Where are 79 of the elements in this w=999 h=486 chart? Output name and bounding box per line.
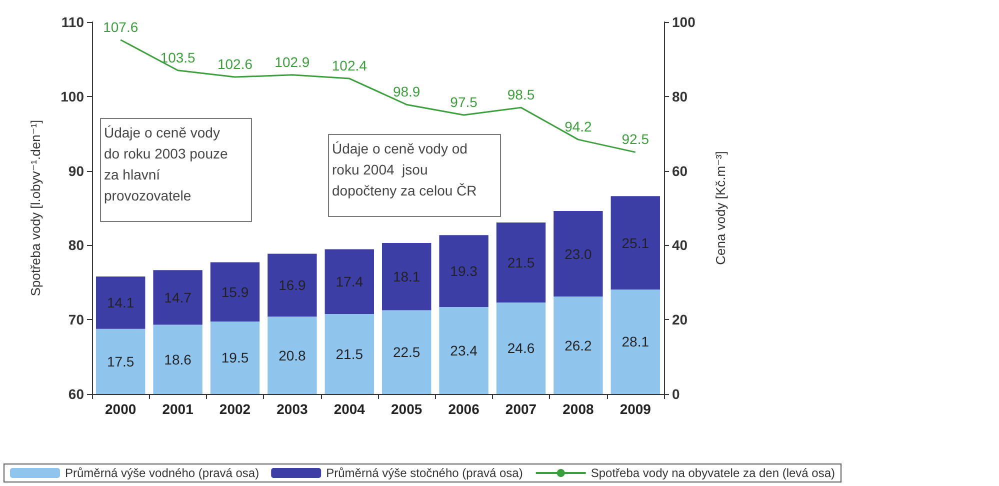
data-label: 23.0 — [564, 246, 592, 262]
data-label: 16.9 — [278, 277, 306, 294]
data-label: 98.5 — [507, 86, 535, 103]
annotation: Údaje o ceně vody od roku 2004 jsou dopočteny za celou ČR — [332, 140, 477, 198]
bar — [610, 289, 660, 394]
data-label: 103.5 — [160, 49, 196, 66]
x-tick-label: 2005 — [391, 401, 422, 417]
x-tick-label: 2006 — [448, 401, 480, 417]
data-label: 22.5 — [392, 344, 420, 360]
bar — [496, 302, 546, 394]
y-tick-label: 100 — [60, 88, 84, 104]
y-tick-label: 60 — [68, 386, 84, 402]
x-tick-label: 2007 — [505, 401, 537, 417]
bar — [496, 222, 546, 302]
x-tick-label: 2008 — [562, 401, 594, 417]
data-label: 20.8 — [278, 347, 306, 364]
data-label: 94.2 — [564, 118, 592, 135]
data-label: 24.6 — [507, 340, 535, 356]
y2-tick-label: 100 — [672, 14, 696, 30]
data-label: 102.6 — [217, 56, 253, 72]
x-tick-label: 2009 — [620, 401, 652, 417]
data-label: 26.2 — [564, 337, 592, 354]
bar — [96, 328, 146, 394]
y-tick-label: 70 — [68, 312, 84, 328]
bar — [268, 316, 317, 394]
data-label: 14.7 — [164, 289, 192, 306]
bar — [153, 270, 202, 325]
data-label: 18.6 — [164, 351, 192, 368]
data-label: 15.9 — [221, 284, 249, 300]
x-tick-label: 2003 — [276, 401, 308, 417]
data-label: 92.5 — [622, 131, 650, 148]
bar — [153, 324, 202, 394]
annotation: Údaje o ceně vody do roku 2003 pouze za hlavní provozovatele — [104, 124, 228, 204]
bar — [382, 242, 432, 310]
data-label: 17.5 — [106, 353, 134, 370]
y2-tick-label: 0 — [672, 386, 680, 402]
bar — [96, 276, 146, 329]
data-label: 19.5 — [221, 350, 249, 366]
y2-tick-label: 40 — [672, 237, 688, 254]
bar — [210, 321, 260, 394]
data-label: 102.4 — [332, 58, 368, 74]
data-label: 25.1 — [622, 234, 650, 251]
y-tick-label: 90 — [68, 162, 84, 179]
data-label: 28.1 — [622, 334, 650, 350]
bar — [210, 262, 260, 322]
data-label: 102.9 — [274, 54, 310, 70]
data-label: 97.5 — [450, 94, 478, 110]
data-label: 19.3 — [450, 263, 478, 280]
y2-tick-label: 20 — [672, 312, 688, 328]
y2-tick-label: 60 — [672, 162, 688, 179]
y-tick-label: 110 — [61, 14, 84, 30]
data-label: 107.6 — [103, 18, 138, 35]
bar — [324, 249, 374, 314]
y-tick-label: 80 — [68, 237, 84, 254]
bar — [439, 235, 488, 307]
x-tick-label: 2004 — [334, 401, 366, 417]
x-tick-label: 2002 — [219, 401, 251, 417]
data-label: 21.5 — [507, 254, 535, 270]
data-label: 18.1 — [392, 268, 420, 285]
y2-axis-title: Cena vody [Kč.m⁻³] — [713, 151, 728, 265]
x-tick-label: 2000 — [105, 401, 136, 417]
bar — [610, 196, 660, 290]
bar — [324, 314, 374, 394]
y-axis-title: Spotřeba vody [l.obyv⁻¹.den⁻¹] — [28, 120, 43, 296]
data-label: 21.5 — [336, 346, 364, 362]
bar — [554, 296, 603, 394]
y2-tick-label: 80 — [672, 88, 688, 104]
legend-label: Průměrná výše vodného (pravá osa) — [65, 466, 260, 480]
data-label: 17.4 — [336, 274, 364, 290]
data-label: 14.1 — [106, 294, 134, 311]
legend-label: Spotřeba vody na obyvatele za den (levá osa) — [590, 466, 836, 480]
bar — [439, 306, 488, 394]
bar — [382, 310, 432, 394]
data-label: 23.4 — [450, 342, 478, 358]
bar — [554, 210, 603, 297]
data-label: 98.9 — [392, 84, 420, 100]
x-tick-label: 2001 — [162, 401, 194, 417]
bar — [268, 254, 317, 317]
legend-label: Průměrná výše stočného (pravá osa) — [326, 466, 523, 480]
